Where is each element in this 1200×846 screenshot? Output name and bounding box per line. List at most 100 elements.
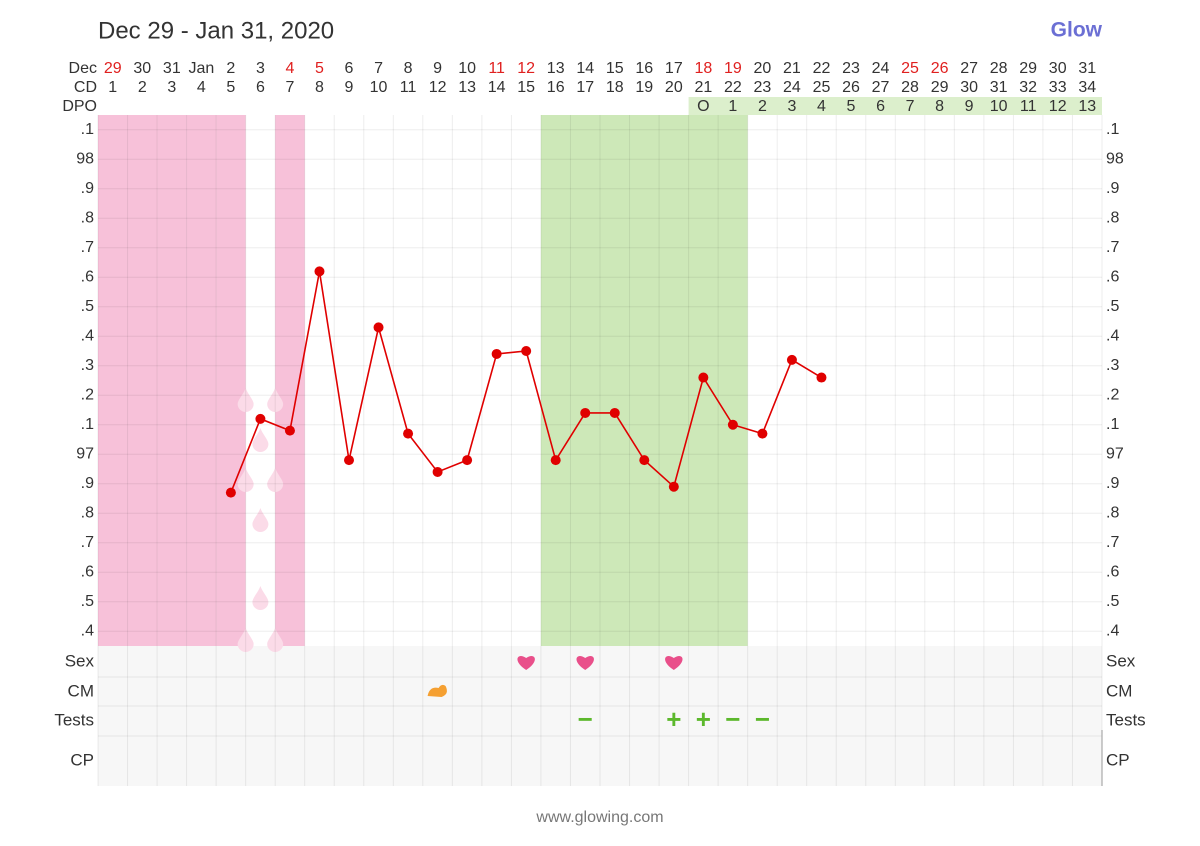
temperature-point — [757, 428, 768, 439]
cd-number: 20 — [665, 79, 683, 96]
y-tick-label: .2 — [81, 386, 94, 403]
y-tick-label: .5 — [81, 593, 94, 610]
y-tick-label-right: .4 — [1106, 622, 1119, 639]
y-tick-label-right: .8 — [1106, 209, 1119, 226]
test-result: − — [755, 704, 770, 734]
cd-number: 12 — [429, 79, 447, 96]
cd-number: 17 — [576, 79, 594, 96]
cd-number: 2 — [138, 79, 147, 96]
cd-number: 8 — [315, 79, 324, 96]
y-tick-label: .5 — [81, 298, 94, 315]
dpo-number: 11 — [1020, 98, 1037, 115]
y-tick-label: .8 — [81, 504, 94, 521]
cd-number: 28 — [901, 79, 919, 96]
temperature-point — [314, 266, 325, 277]
y-tick-label-right: .4 — [1106, 327, 1119, 344]
cm-icon — [427, 684, 447, 697]
temperature-point — [284, 425, 295, 436]
date-label: 10 — [458, 60, 476, 77]
date-label: 28 — [990, 60, 1008, 77]
date-label: 29 — [1019, 60, 1037, 77]
cd-number: 6 — [256, 79, 265, 96]
date-label: 19 — [724, 60, 742, 77]
temperature-point — [580, 407, 591, 418]
y-tick-label-right: .7 — [1106, 534, 1119, 551]
date-label: 14 — [576, 60, 594, 77]
date-label: 3 — [256, 60, 265, 77]
cd-number: 24 — [783, 79, 801, 96]
temperature-point — [373, 322, 384, 333]
tests-label: Tests — [54, 710, 94, 729]
cd-number: 10 — [370, 79, 388, 96]
tests-label-right: Tests — [1106, 710, 1146, 729]
date-label: 16 — [635, 60, 653, 77]
dpo-number: 6 — [876, 98, 885, 115]
dpo-number: O — [697, 98, 709, 115]
sex-label: Sex — [65, 651, 95, 670]
cd-number: 21 — [694, 79, 712, 96]
date-label: 8 — [404, 60, 413, 77]
y-tick-label: 97 — [76, 445, 94, 462]
temperature-point — [403, 428, 414, 439]
cd-number: 22 — [724, 79, 742, 96]
y-tick-label: .4 — [81, 622, 94, 639]
date-label: 12 — [517, 60, 535, 77]
test-result: + — [696, 704, 711, 734]
drop — [252, 508, 269, 532]
drop — [252, 428, 269, 452]
date-label: 4 — [285, 60, 294, 77]
temperature-point — [255, 413, 266, 424]
drop — [237, 628, 254, 652]
dpo-number: 9 — [965, 98, 974, 115]
date-label: 2 — [226, 60, 235, 77]
temperature-point — [462, 455, 473, 466]
test-result: + — [666, 704, 681, 734]
drop — [252, 586, 269, 611]
cd-number: 9 — [345, 79, 354, 96]
y-tick-label-right: .8 — [1106, 504, 1119, 521]
drop — [237, 468, 254, 492]
date-label: 30 — [133, 60, 151, 77]
cd-number: 18 — [606, 79, 624, 96]
cd-number: 25 — [813, 79, 831, 96]
date-label: 26 — [931, 60, 949, 77]
date-label: 31 — [1078, 60, 1096, 77]
temperature-point — [550, 455, 561, 466]
cd-number: 5 — [226, 79, 235, 96]
temperature-point — [816, 372, 827, 383]
cd-label: CD — [74, 79, 97, 96]
cm-label: CM — [68, 681, 94, 700]
drop — [267, 628, 284, 652]
cd-number: 30 — [960, 79, 978, 96]
y-tick-label: .1 — [81, 416, 94, 433]
y-tick-label-right: .5 — [1106, 593, 1119, 610]
cd-number: 3 — [167, 79, 176, 96]
temperature-point — [344, 455, 354, 466]
date-label: 29 — [104, 60, 122, 77]
y-tick-label: .8 — [81, 209, 94, 226]
cd-number: 4 — [197, 79, 206, 96]
y-tick-label: .4 — [81, 327, 94, 344]
month-label: Dec — [69, 60, 97, 77]
cd-number: 27 — [872, 79, 890, 96]
cm-label-right: CM — [1106, 681, 1132, 700]
spotting-day — [237, 388, 284, 652]
dpo-number: 1 — [728, 98, 737, 115]
date-label: 18 — [694, 60, 712, 77]
date-label: 31 — [163, 60, 181, 77]
y-tick-label: .1 — [81, 121, 94, 138]
y-tick-label-right: 97 — [1106, 445, 1124, 462]
date-label: 30 — [1049, 60, 1067, 77]
period-day — [127, 115, 158, 646]
y-tick-label-right: .9 — [1106, 180, 1119, 197]
dpo-number: 2 — [758, 98, 767, 115]
heart — [665, 656, 683, 670]
cd-number: 19 — [635, 79, 653, 96]
date-label: 13 — [547, 60, 565, 77]
heart — [517, 656, 535, 670]
y-tick-label-right: .6 — [1106, 563, 1119, 580]
date-label: 15 — [606, 60, 624, 77]
cd-number: 1 — [108, 79, 117, 96]
y-tick-label: .9 — [81, 180, 94, 197]
cd-number: 16 — [547, 79, 565, 96]
